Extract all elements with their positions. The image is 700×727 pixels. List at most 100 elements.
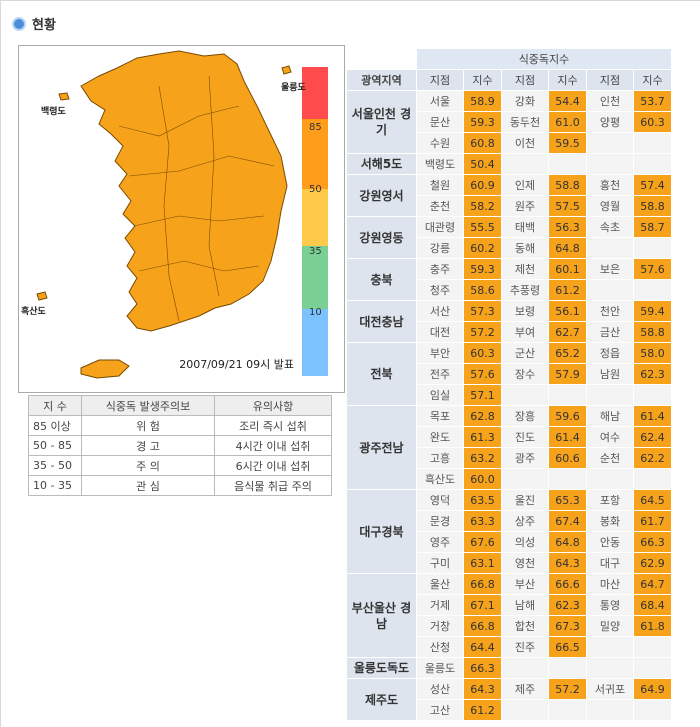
data-row: 고산 61.2 bbox=[347, 699, 672, 721]
region-name: 부산울산 경남 bbox=[346, 573, 417, 658]
index-value: 67.3 bbox=[548, 615, 587, 637]
station: 대관령 bbox=[416, 216, 464, 238]
station: 의성 bbox=[501, 531, 549, 553]
station: 홍천 bbox=[586, 174, 634, 196]
index-value: 60.3 bbox=[463, 342, 502, 364]
station: 영덕 bbox=[416, 489, 464, 511]
data-row: 강원영서 철원 60.9 인제 58.8 홍천 57.4 bbox=[346, 174, 672, 217]
scale-green bbox=[302, 246, 328, 309]
index-value: 60.1 bbox=[548, 258, 587, 280]
empty-cell bbox=[586, 279, 634, 301]
bullet-icon bbox=[12, 17, 26, 31]
section-header: 현황 bbox=[12, 14, 56, 33]
station: 진도 bbox=[501, 426, 549, 448]
column-header: 지점 bbox=[416, 69, 464, 91]
data-row: 충북 충주 59.3 제천 60.1 보은 57.6 bbox=[346, 258, 672, 301]
data-row: 문경 63.3 상주 67.4 봉화 61.7 bbox=[347, 510, 672, 532]
empty-cell bbox=[586, 153, 634, 175]
index-value: 59.5 bbox=[548, 132, 587, 154]
jeju-island bbox=[80, 359, 130, 379]
scale-label: 85 bbox=[309, 122, 322, 133]
region-name: 강원영서 bbox=[346, 174, 417, 217]
empty-cell bbox=[586, 699, 634, 721]
empty-cell bbox=[586, 636, 634, 658]
station: 마산 bbox=[586, 573, 634, 595]
data-row: 부산울산 경남 울산 66.8 부산 66.6 마산 64.7 bbox=[346, 573, 672, 658]
station: 군산 bbox=[501, 342, 549, 364]
region-name: 강원영동 bbox=[346, 216, 417, 259]
station: 포항 bbox=[586, 489, 634, 511]
empty-cell bbox=[633, 468, 672, 490]
empty-cell bbox=[633, 657, 672, 679]
index-value: 64.3 bbox=[463, 678, 502, 700]
index-value: 60.6 bbox=[548, 447, 587, 469]
station: 거제 bbox=[416, 594, 464, 616]
column-header: 광역지역 bbox=[346, 69, 417, 91]
data-row: 흑산도 60.0 bbox=[347, 468, 672, 490]
station: 이천 bbox=[501, 132, 549, 154]
index-value: 62.9 bbox=[633, 552, 672, 574]
index-value: 57.2 bbox=[463, 321, 502, 343]
index-value: 59.3 bbox=[463, 111, 502, 133]
empty-cell bbox=[501, 657, 549, 679]
legend-row: 10 - 35 관 심 음식물 취급 주의 bbox=[28, 475, 332, 496]
legend-table: 지 수 식중독 발생주의보 유의사항 85 이상 위 험 조리 즉시 섭취 50 - 85 경… bbox=[28, 395, 332, 496]
index-value: 58.8 bbox=[633, 195, 672, 217]
empty-cell bbox=[501, 153, 549, 175]
station: 임실 bbox=[416, 384, 464, 406]
station: 통영 bbox=[586, 594, 634, 616]
station: 대전 bbox=[416, 321, 464, 343]
index-value: 60.0 bbox=[463, 468, 502, 490]
index-value: 58.7 bbox=[633, 216, 672, 238]
index-value: 57.1 bbox=[463, 384, 502, 406]
station: 봉화 bbox=[586, 510, 634, 532]
legend-cell: 35 - 50 bbox=[28, 455, 82, 476]
station: 영월 bbox=[586, 195, 634, 217]
index-value: 58.2 bbox=[463, 195, 502, 217]
district-lines bbox=[118, 75, 275, 322]
station: 울릉도 bbox=[416, 657, 464, 679]
empty-cell bbox=[501, 699, 549, 721]
station: 영천 bbox=[501, 552, 549, 574]
data-row: 서해5도 백령도 50.4 bbox=[346, 153, 672, 175]
legend-row: 85 이상 위 험 조리 즉시 섭취 bbox=[28, 415, 332, 436]
index-value: 58.8 bbox=[548, 174, 587, 196]
index-value: 64.7 bbox=[633, 573, 672, 595]
region-name: 서울인천 경기 bbox=[346, 90, 417, 154]
data-row: 대구경북 영덕 63.5 울진 65.3 포항 64.5 bbox=[346, 489, 672, 574]
station: 밀양 bbox=[586, 615, 634, 637]
empty-cell bbox=[548, 153, 587, 175]
scale-label: 50 bbox=[309, 184, 322, 195]
index-value: 62.4 bbox=[633, 426, 672, 448]
data-row: 고흥 63.2 광주 60.6 순천 62.2 bbox=[347, 447, 672, 469]
index-value: 60.3 bbox=[633, 111, 672, 133]
scale-label: 10 bbox=[309, 307, 322, 318]
legend-cell: 음식물 취급 주의 bbox=[214, 475, 332, 496]
station: 장흥 bbox=[501, 405, 549, 427]
region-name: 제주도 bbox=[346, 678, 417, 721]
legend-header: 지 수 bbox=[28, 395, 82, 416]
data-row: 완도 61.3 진도 61.4 여수 62.4 bbox=[347, 426, 672, 448]
scale-red bbox=[302, 67, 328, 119]
station: 장수 bbox=[501, 363, 549, 385]
station: 천안 bbox=[586, 300, 634, 322]
station: 보은 bbox=[586, 258, 634, 280]
index-value: 59.6 bbox=[548, 405, 587, 427]
data-row: 울릉도독도 울릉도 66.3 bbox=[346, 657, 672, 679]
empty-cell bbox=[633, 153, 672, 175]
station: 인제 bbox=[501, 174, 549, 196]
korea-mainland bbox=[80, 50, 288, 332]
empty-cell bbox=[548, 657, 587, 679]
station: 문산 bbox=[416, 111, 464, 133]
data-row: 대전충남 서산 57.3 보령 56.1 천안 59.4 bbox=[346, 300, 672, 343]
station: 충주 bbox=[416, 258, 464, 280]
station: 고흥 bbox=[416, 447, 464, 469]
index-value: 55.5 bbox=[463, 216, 502, 238]
index-value: 67.1 bbox=[463, 594, 502, 616]
legend-cell: 85 이상 bbox=[28, 415, 82, 436]
index-value: 62.8 bbox=[463, 405, 502, 427]
scale-yellow bbox=[302, 189, 328, 246]
station: 인천 bbox=[586, 90, 634, 112]
station: 합천 bbox=[501, 615, 549, 637]
